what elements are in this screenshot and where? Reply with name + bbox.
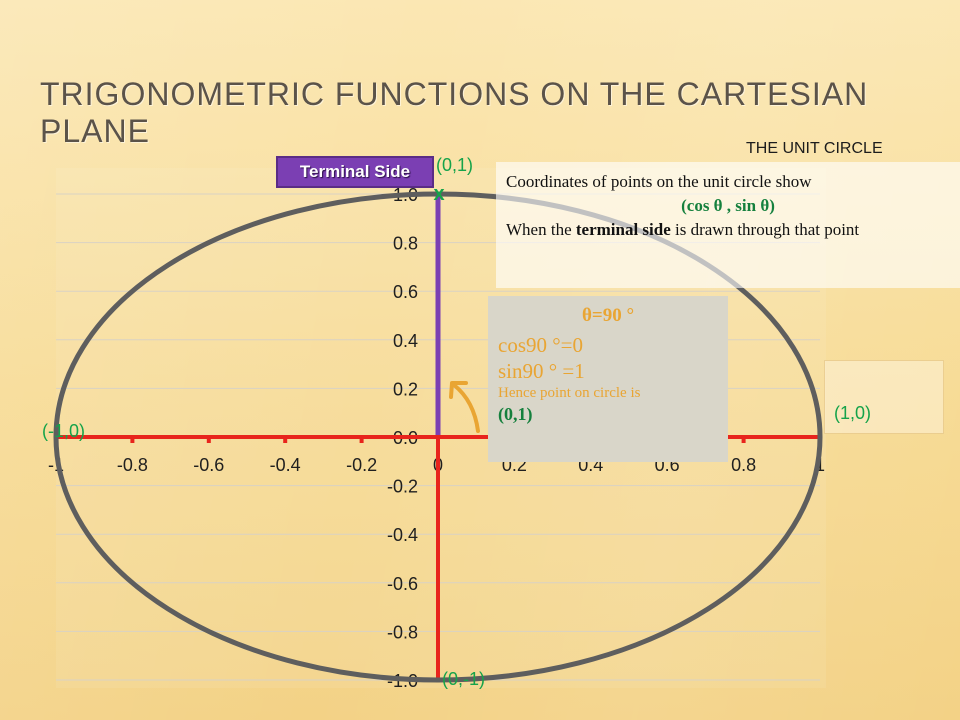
point-label-top: (0,1): [436, 155, 474, 175]
theta-value: θ=90 °: [581, 305, 635, 326]
y-tick-label: 0.2: [393, 379, 418, 399]
point-value: (0,1): [498, 404, 533, 424]
unit-circle: [53, 191, 823, 683]
arrowhead-icon: [449, 381, 468, 399]
point-marker-0-1: x: [433, 183, 444, 205]
info-line-3: When the terminal side is drawn through …: [506, 220, 860, 240]
x-tick-label: -0.2: [346, 455, 377, 475]
point-label-left: (-1,0): [42, 421, 86, 441]
y-tick-labels: 1.00.80.60.40.20.0-0.2-0.4-0.6-0.8-1.0: [387, 185, 418, 691]
terminal-side-badge: Terminal Side: [276, 156, 434, 188]
hence-text: Hence point on circle is: [498, 385, 641, 402]
decorative-box: [824, 360, 944, 434]
coordinates-info-box: Coordinates of points on the unit circle…: [496, 162, 960, 288]
y-tick-label: -0.2: [387, 477, 418, 497]
slide-title: TRIGONOMETRIC FUNCTIONS ON THE CARTESIAN…: [40, 76, 869, 149]
point-label-bottom: (0,-1): [442, 669, 486, 689]
info-line-1: Coordinates of points on the unit circle…: [506, 172, 812, 191]
y-tick-label: -0.8: [387, 622, 418, 642]
cos-value: cos90 °=0: [498, 332, 583, 357]
x-tick-label: -0.8: [117, 455, 148, 475]
y-tick-label: -0.6: [387, 574, 418, 594]
angle-info-box: θ=90 ° cos90 °=0 sin90 ° =1 Hence point …: [488, 296, 728, 462]
y-tick-label: 0.8: [393, 234, 418, 254]
y-tick-label: 0.4: [393, 331, 418, 351]
y-tick-label: -0.4: [387, 525, 418, 545]
unit-circle-heading: THE UNIT CIRCLE: [746, 140, 883, 157]
x-tick-label: 0.8: [731, 455, 756, 475]
sin-value: sin90 ° =1: [498, 359, 585, 383]
x-tick-label: -0.4: [270, 455, 301, 475]
y-tick-label: 0.6: [393, 282, 418, 302]
angle-arrow-icon: [452, 383, 480, 433]
point-label-right: (1,0): [834, 403, 872, 423]
info-formula: (cos θ , sin θ): [681, 196, 775, 216]
x-tick-label: -0.6: [193, 455, 224, 475]
